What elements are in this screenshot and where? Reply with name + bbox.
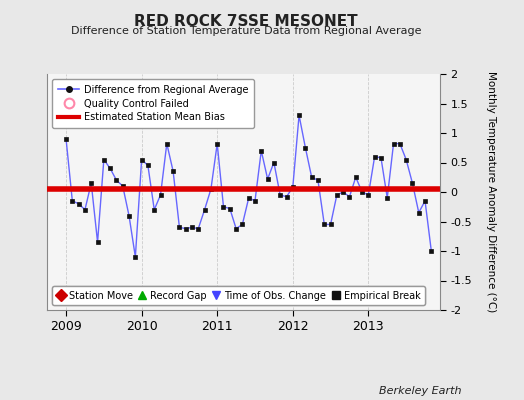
Text: Berkeley Earth: Berkeley Earth xyxy=(379,386,461,396)
Text: Difference of Station Temperature Data from Regional Average: Difference of Station Temperature Data f… xyxy=(71,26,421,36)
Legend: Station Move, Record Gap, Time of Obs. Change, Empirical Break: Station Move, Record Gap, Time of Obs. C… xyxy=(52,286,425,305)
Y-axis label: Monthly Temperature Anomaly Difference (°C): Monthly Temperature Anomaly Difference (… xyxy=(486,71,496,313)
Text: RED ROCK 7SSE MESONET: RED ROCK 7SSE MESONET xyxy=(135,14,358,29)
